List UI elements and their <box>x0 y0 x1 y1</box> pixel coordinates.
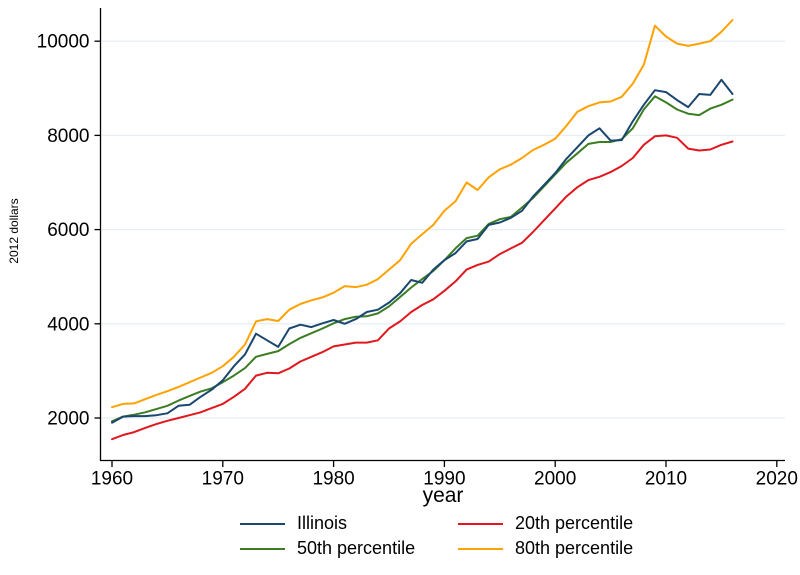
series-line-50th-percentile <box>111 95 734 423</box>
series-line-20th-percentile <box>111 134 734 441</box>
x-tick-label-2020: 2020 <box>756 469 798 490</box>
x-tick-label-1960: 1960 <box>91 469 133 490</box>
y-tick-label-10000: 10000 <box>37 32 90 53</box>
y-axis-title: 2012 dollars <box>7 198 21 264</box>
chart-legend: Illinois 20th percentile 50th percentile… <box>240 513 688 559</box>
legend-label-50th-percentile: 50th percentile <box>297 538 416 558</box>
series-line-80th-percentile <box>111 19 734 409</box>
legend-label-illinois: Illinois <box>297 513 348 533</box>
legend-key-20th-percentile <box>458 522 503 525</box>
legend-item-50th-percentile: 50th percentile <box>240 538 458 559</box>
legend-item-80th-percentile: 80th percentile <box>458 538 688 559</box>
x-tick-label-1990: 1990 <box>423 469 465 490</box>
y-tick-label-2000: 2000 <box>47 409 89 430</box>
x-tick-label-1970: 1970 <box>202 469 244 490</box>
y-tick-label-4000: 4000 <box>47 314 89 335</box>
legend-key-illinois <box>240 522 285 525</box>
legend-item-20th-percentile: 20th percentile <box>458 513 688 534</box>
legend-item-illinois: Illinois <box>240 513 458 534</box>
x-tick-label-2010: 2010 <box>645 469 687 490</box>
y-tick-label-6000: 6000 <box>47 220 89 241</box>
legend-label-80th-percentile: 80th percentile <box>515 538 634 558</box>
series-line-illinois <box>111 78 734 424</box>
y-tick-label-8000: 8000 <box>47 126 89 147</box>
x-tick-label-2000: 2000 <box>534 469 576 490</box>
x-tick-label-1980: 1980 <box>312 469 354 490</box>
legend-key-50th-percentile <box>240 547 285 550</box>
legend-label-20th-percentile: 20th percentile <box>515 513 634 533</box>
legend-key-80th-percentile <box>458 547 503 550</box>
x-axis-title: year <box>422 484 464 507</box>
